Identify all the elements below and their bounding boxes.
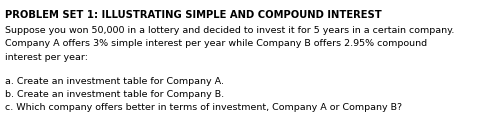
Text: interest per year:: interest per year:	[5, 53, 88, 62]
Text: c. Which company offers better in terms of investment, Company A or Company B?: c. Which company offers better in terms …	[5, 103, 402, 113]
Text: PROBLEM SET 1: ILLUSTRATING SIMPLE AND COMPOUND INTEREST: PROBLEM SET 1: ILLUSTRATING SIMPLE AND C…	[5, 10, 382, 20]
Text: Company A offers 3% simple interest per year while Company B offers 2.95% compou: Company A offers 3% simple interest per …	[5, 39, 427, 48]
Text: Suppose you won 50,000 in a lottery and decided to invest it for 5 years in a ce: Suppose you won 50,000 in a lottery and …	[5, 26, 454, 35]
Text: b. Create an investment table for Company B.: b. Create an investment table for Compan…	[5, 90, 224, 99]
Text: a. Create an investment table for Company A.: a. Create an investment table for Compan…	[5, 77, 224, 85]
